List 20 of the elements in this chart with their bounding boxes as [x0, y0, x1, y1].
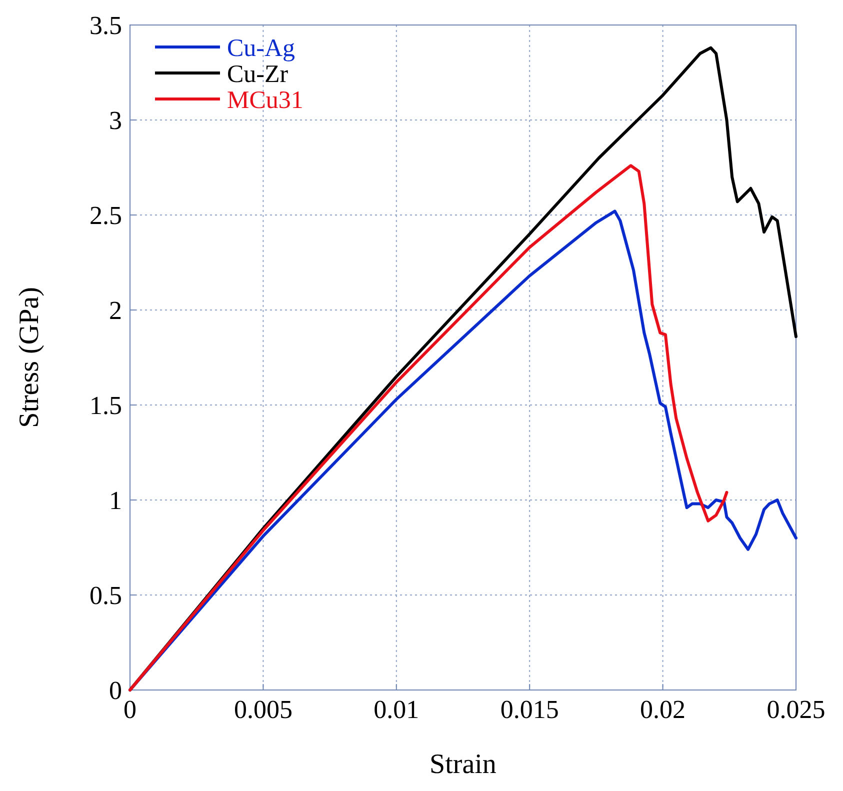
- y-tick-label: 0: [109, 676, 122, 706]
- x-tick-label: 0.005: [234, 695, 292, 724]
- line-series: [128, 210, 798, 692]
- y-tick-label: 0.5: [90, 581, 122, 610]
- y-axis-title: Stress (GPa): [14, 287, 45, 428]
- y-tick-label: 2.5: [90, 201, 122, 230]
- x-tick-label: 0.025: [766, 695, 826, 724]
- x-axis-title: Strain: [430, 749, 496, 780]
- legend-label: Cu-Zr: [227, 60, 289, 88]
- x-tick-label: 0.015: [500, 695, 559, 724]
- y-tick-label: 3.5: [90, 11, 122, 40]
- y-tick-label: 1.5: [90, 391, 122, 420]
- y-tick-label: 1: [109, 486, 122, 516]
- x-tick-label: 0.02: [640, 695, 686, 724]
- y-tick-label: 3: [109, 106, 122, 136]
- line-series: [128, 164, 728, 692]
- x-tick-label: 0.01: [374, 695, 420, 724]
- legend-label: MCu31: [227, 86, 304, 114]
- y-tick-label: 2: [109, 296, 122, 326]
- legend-label: Cu-Ag: [227, 34, 296, 62]
